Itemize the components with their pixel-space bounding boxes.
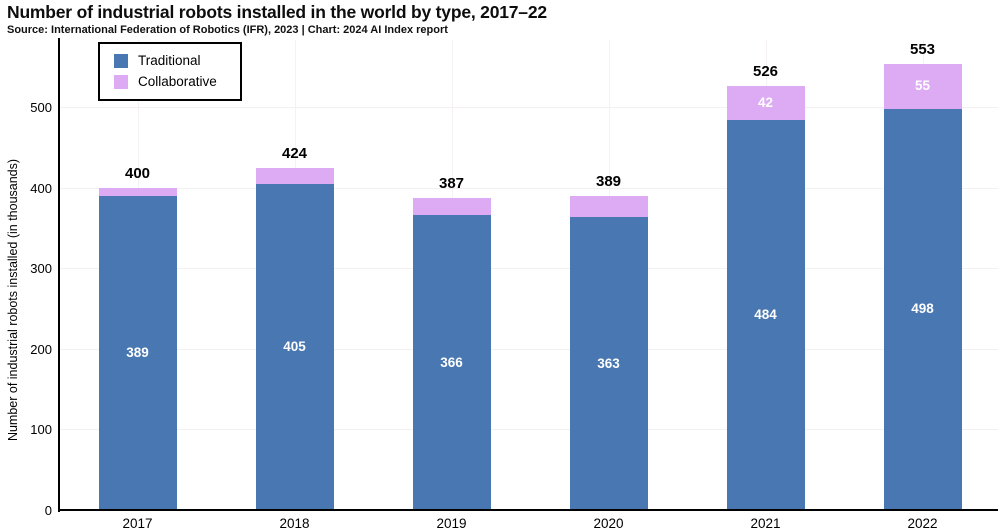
x-tick-label: 2017	[122, 516, 153, 531]
bar-traditional-segment	[255, 183, 334, 510]
legend: Traditional Collaborative	[98, 42, 242, 101]
gridline-horizontal	[60, 187, 998, 189]
bar-collaborative-segment	[255, 168, 334, 184]
legend-label-traditional: Traditional	[138, 53, 201, 68]
bar-value-label-collaborative: 42	[757, 94, 774, 110]
x-tick-label: 2019	[436, 516, 467, 531]
bar-collaborative-segment	[412, 198, 491, 215]
bar-collaborative-segment	[98, 187, 177, 197]
y-tick-label: 500	[30, 100, 52, 115]
bar-value-label-traditional: 366	[440, 354, 463, 370]
bar-traditional-segment	[883, 108, 962, 510]
y-tick-label: 400	[30, 180, 52, 196]
bar-total-label: 553	[909, 41, 936, 59]
chart-source-line: Source: International Federation of Robo…	[7, 24, 448, 36]
bar-collaborative-segment	[569, 196, 648, 218]
y-tick-label: 200	[30, 341, 52, 357]
bar-value-label-traditional: 405	[283, 338, 306, 354]
bar-value-label-traditional: 389	[126, 345, 149, 361]
legend-label-collaborative: Collaborative	[138, 74, 217, 89]
gridline-horizontal	[60, 268, 998, 270]
bar-total-label: 400	[124, 164, 151, 182]
bar-total-label: 389	[595, 173, 622, 191]
bar-total-label: 387	[438, 175, 465, 193]
chart-title: Number of industrial robots installed in…	[7, 2, 547, 22]
bar-traditional-segment	[726, 119, 805, 510]
y-tick-label: 100	[30, 422, 52, 438]
bar-total-label: 424	[281, 145, 308, 163]
collaborative-swatch-icon	[114, 74, 128, 89]
bar-value-label-traditional: 484	[754, 306, 777, 322]
bar-total-label: 526	[752, 63, 779, 81]
bar-traditional-segment	[412, 215, 491, 510]
y-tick-label: 0	[44, 503, 52, 518]
x-tick-label: 2018	[279, 516, 310, 531]
gridline-horizontal	[60, 107, 998, 108]
x-axis-line	[58, 509, 998, 511]
bar-value-label-collaborative: 55	[914, 78, 931, 94]
x-tick-label: 2021	[750, 516, 781, 531]
bar-traditional-segment	[569, 217, 648, 510]
x-tick-label: 2020	[593, 516, 624, 531]
bar-value-label-traditional: 363	[597, 355, 620, 371]
gridline-horizontal	[60, 429, 998, 431]
y-axis-line	[58, 38, 60, 512]
legend-item-collaborative: Collaborative	[114, 71, 230, 92]
y-tick-label: 300	[30, 261, 52, 277]
traditional-swatch-icon	[114, 53, 128, 68]
gridline-horizontal	[60, 348, 998, 350]
bar-collaborative-segment	[883, 64, 962, 109]
bar-traditional-segment	[98, 196, 177, 510]
legend-item-traditional: Traditional	[114, 50, 230, 71]
bar-value-label-traditional: 498	[911, 301, 934, 317]
bar-collaborative-segment	[726, 86, 805, 120]
x-tick-label: 2022	[907, 516, 938, 531]
